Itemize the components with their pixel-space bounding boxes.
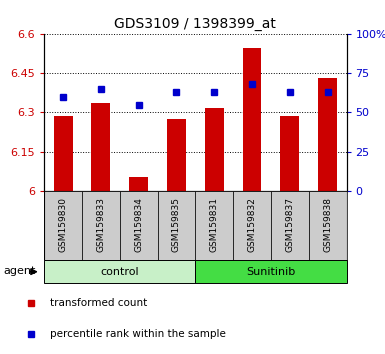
- Text: Sunitinib: Sunitinib: [246, 267, 296, 277]
- Text: GSM159833: GSM159833: [96, 197, 105, 252]
- Text: transformed count: transformed count: [50, 298, 147, 308]
- Bar: [280, 116, 299, 191]
- Bar: [233, 191, 271, 260]
- Text: GSM159834: GSM159834: [134, 197, 143, 252]
- Bar: [120, 191, 157, 260]
- Text: GSM159832: GSM159832: [248, 197, 256, 252]
- Bar: [243, 48, 261, 191]
- Text: percentile rank within the sample: percentile rank within the sample: [50, 329, 226, 339]
- Bar: [54, 116, 73, 191]
- Text: GSM159830: GSM159830: [59, 197, 68, 252]
- Bar: [318, 78, 337, 191]
- Bar: [167, 119, 186, 191]
- Bar: [92, 103, 110, 191]
- Bar: [82, 191, 120, 260]
- Bar: [196, 260, 346, 283]
- Bar: [44, 260, 196, 283]
- Bar: [205, 108, 224, 191]
- Bar: [271, 191, 309, 260]
- Bar: [196, 191, 233, 260]
- Text: GSM159837: GSM159837: [285, 197, 295, 252]
- Bar: [309, 191, 346, 260]
- Bar: [44, 191, 82, 260]
- Text: GSM159831: GSM159831: [210, 197, 219, 252]
- Text: GSM159838: GSM159838: [323, 197, 332, 252]
- Bar: [129, 177, 148, 191]
- Text: GSM159835: GSM159835: [172, 197, 181, 252]
- Bar: [157, 191, 195, 260]
- Text: agent: agent: [3, 266, 36, 275]
- Text: control: control: [100, 267, 139, 277]
- Title: GDS3109 / 1398399_at: GDS3109 / 1398399_at: [114, 17, 276, 31]
